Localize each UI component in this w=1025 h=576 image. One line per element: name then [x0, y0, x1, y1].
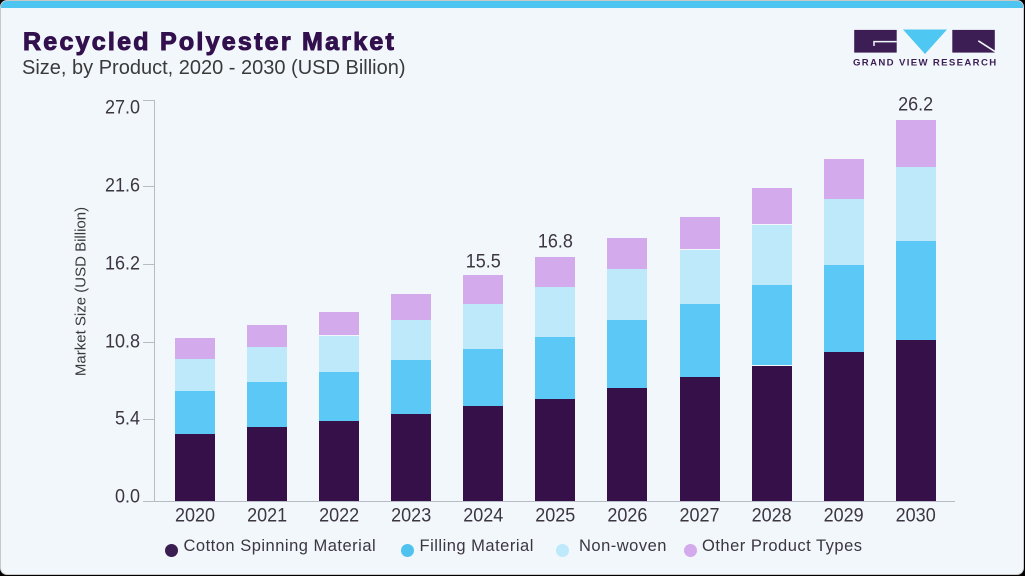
svg-text:GRAND VIEW RESEARCH: GRAND VIEW RESEARCH	[853, 58, 998, 69]
